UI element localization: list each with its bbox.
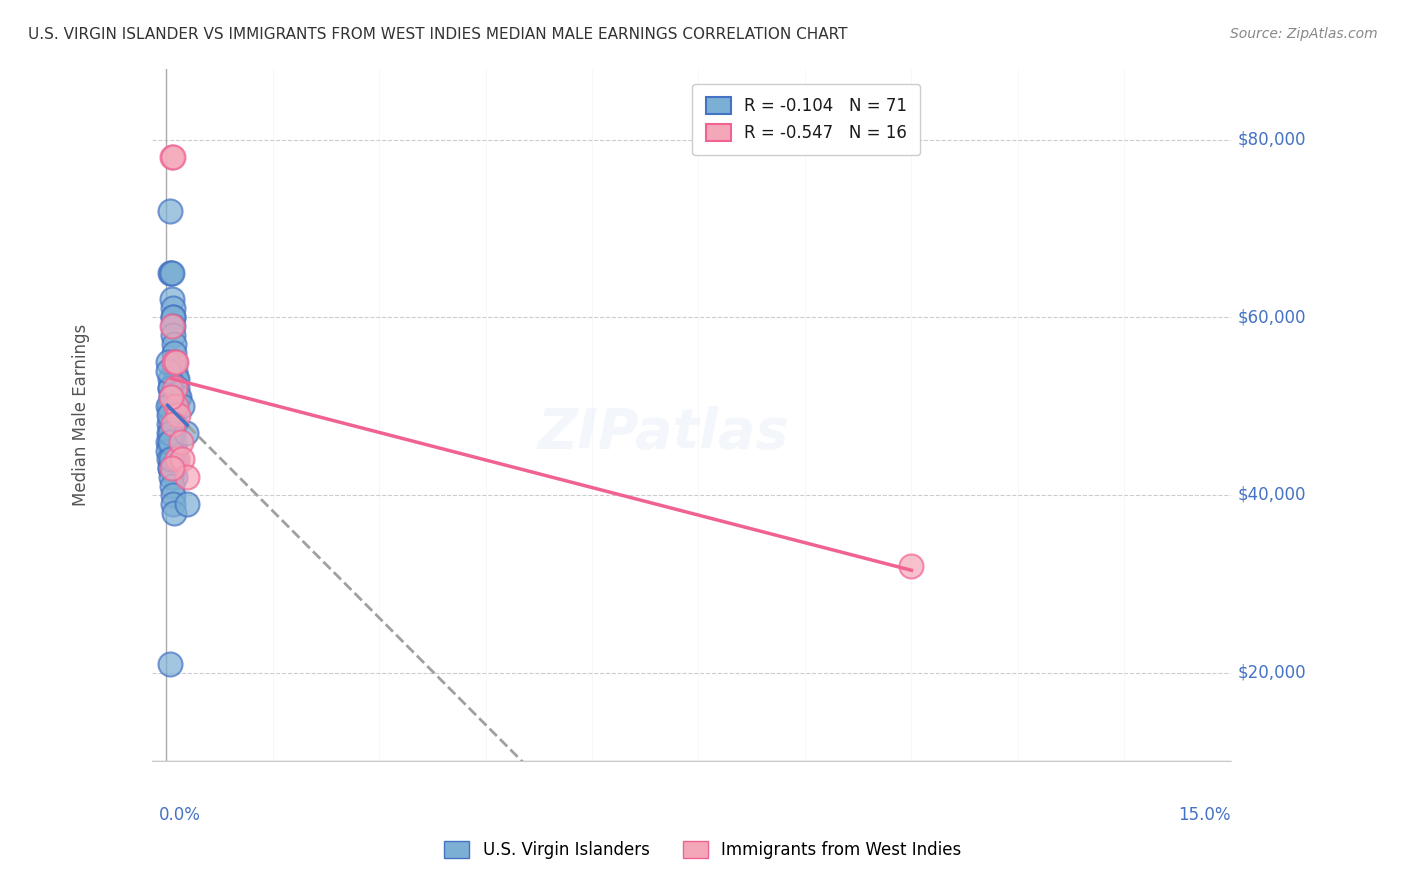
Point bbox=[163, 354, 186, 368]
Point bbox=[160, 470, 183, 484]
Point bbox=[159, 203, 181, 218]
Point bbox=[167, 390, 190, 404]
Point bbox=[162, 497, 184, 511]
Text: 0.0%: 0.0% bbox=[159, 805, 201, 824]
Point bbox=[157, 443, 180, 458]
Point bbox=[162, 301, 184, 316]
Point bbox=[165, 452, 187, 467]
Point bbox=[163, 381, 186, 395]
Point bbox=[163, 417, 186, 431]
Point bbox=[165, 354, 187, 368]
Point bbox=[165, 363, 187, 377]
Point bbox=[159, 266, 181, 280]
Point bbox=[159, 461, 181, 475]
Point bbox=[163, 408, 186, 422]
Point bbox=[163, 434, 186, 449]
Point bbox=[163, 506, 186, 520]
Point bbox=[159, 372, 181, 386]
Point bbox=[162, 425, 184, 440]
Text: $80,000: $80,000 bbox=[1237, 130, 1306, 149]
Point bbox=[160, 319, 183, 334]
Point bbox=[162, 488, 184, 502]
Point bbox=[163, 346, 186, 360]
Point bbox=[900, 559, 922, 574]
Point bbox=[160, 417, 183, 431]
Point bbox=[162, 399, 184, 413]
Point bbox=[160, 390, 183, 404]
Point bbox=[157, 408, 180, 422]
Point bbox=[163, 443, 186, 458]
Point bbox=[160, 443, 183, 458]
Point bbox=[159, 381, 181, 395]
Point bbox=[159, 425, 181, 440]
Point bbox=[160, 293, 183, 307]
Point bbox=[170, 399, 193, 413]
Point bbox=[159, 434, 181, 449]
Point bbox=[156, 354, 179, 368]
Point bbox=[159, 657, 181, 671]
Point bbox=[160, 479, 183, 493]
Point bbox=[160, 399, 183, 413]
Point bbox=[157, 399, 180, 413]
Point bbox=[157, 452, 180, 467]
Point bbox=[160, 390, 183, 404]
Text: 15.0%: 15.0% bbox=[1178, 805, 1230, 824]
Point bbox=[163, 337, 186, 351]
Legend: R = -0.104   N = 71, R = -0.547   N = 16: R = -0.104 N = 71, R = -0.547 N = 16 bbox=[692, 84, 921, 155]
Legend: U.S. Virgin Islanders, Immigrants from West Indies: U.S. Virgin Islanders, Immigrants from W… bbox=[437, 834, 969, 866]
Point bbox=[163, 354, 186, 368]
Point bbox=[162, 452, 184, 467]
Point bbox=[157, 434, 180, 449]
Point bbox=[170, 452, 193, 467]
Point bbox=[162, 408, 184, 422]
Point bbox=[160, 150, 183, 164]
Point bbox=[160, 390, 183, 404]
Text: Source: ZipAtlas.com: Source: ZipAtlas.com bbox=[1230, 27, 1378, 41]
Point bbox=[167, 408, 190, 422]
Point bbox=[159, 434, 181, 449]
Point bbox=[163, 461, 186, 475]
Point bbox=[159, 381, 181, 395]
Text: $20,000: $20,000 bbox=[1237, 664, 1306, 681]
Point bbox=[159, 399, 181, 413]
Point bbox=[162, 328, 184, 343]
Text: Median Male Earnings: Median Male Earnings bbox=[72, 324, 90, 506]
Point bbox=[165, 399, 187, 413]
Point bbox=[159, 434, 181, 449]
Point bbox=[162, 452, 184, 467]
Text: $40,000: $40,000 bbox=[1237, 486, 1306, 504]
Point bbox=[162, 425, 184, 440]
Point bbox=[160, 452, 183, 467]
Point bbox=[162, 417, 184, 431]
Point bbox=[160, 266, 183, 280]
Point bbox=[163, 354, 186, 368]
Text: ZIPatlas: ZIPatlas bbox=[537, 406, 789, 459]
Point bbox=[157, 417, 180, 431]
Point bbox=[176, 497, 198, 511]
Point bbox=[160, 266, 183, 280]
Point bbox=[162, 150, 184, 164]
Point bbox=[176, 470, 198, 484]
Point bbox=[157, 425, 180, 440]
Point bbox=[162, 319, 184, 334]
Point bbox=[159, 408, 181, 422]
Point bbox=[166, 381, 188, 395]
Point bbox=[156, 363, 179, 377]
Point bbox=[160, 443, 183, 458]
Point bbox=[163, 470, 186, 484]
Point bbox=[160, 417, 183, 431]
Point bbox=[159, 461, 181, 475]
Point bbox=[174, 425, 197, 440]
Text: $60,000: $60,000 bbox=[1237, 309, 1306, 326]
Point bbox=[159, 399, 181, 413]
Point bbox=[160, 461, 183, 475]
Point bbox=[166, 452, 188, 467]
Text: U.S. VIRGIN ISLANDER VS IMMIGRANTS FROM WEST INDIES MEDIAN MALE EARNINGS CORRELA: U.S. VIRGIN ISLANDER VS IMMIGRANTS FROM … bbox=[28, 27, 848, 42]
Point bbox=[165, 372, 187, 386]
Point bbox=[167, 390, 190, 404]
Point bbox=[166, 372, 188, 386]
Point bbox=[162, 310, 184, 325]
Point bbox=[162, 310, 184, 325]
Point bbox=[170, 434, 193, 449]
